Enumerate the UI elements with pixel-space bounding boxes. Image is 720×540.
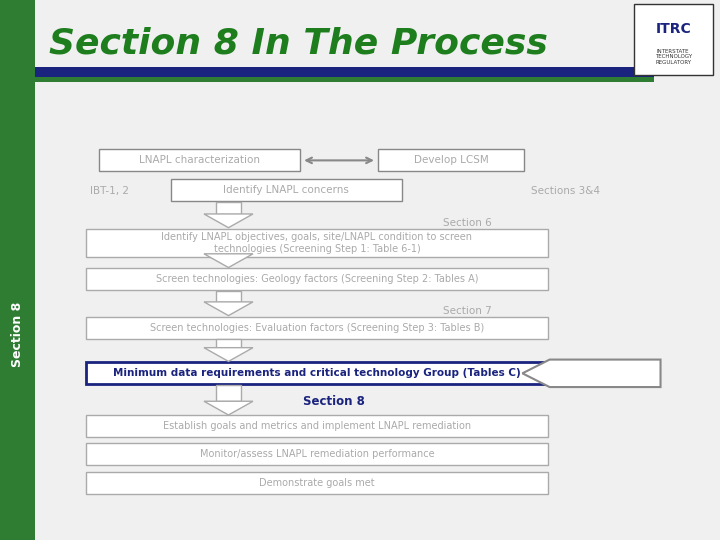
FancyBboxPatch shape <box>99 150 300 171</box>
Text: Section 7: Section 7 <box>443 306 492 316</box>
Bar <box>216 292 240 302</box>
Text: ITRC: ITRC <box>655 22 691 36</box>
Text: 28: 28 <box>6 12 22 25</box>
Text: Monitor/assess LNAPL remediation performance: Monitor/assess LNAPL remediation perform… <box>199 449 434 460</box>
Polygon shape <box>204 302 253 315</box>
Text: IBT-1, 2: IBT-1, 2 <box>90 186 130 196</box>
Text: Section 6: Section 6 <box>443 218 492 228</box>
Text: Minimum data requirements and critical technology Group (Tables C): Minimum data requirements and critical t… <box>113 368 521 379</box>
FancyBboxPatch shape <box>171 179 402 201</box>
Text: Develop LCSM: Develop LCSM <box>414 156 489 165</box>
Text: Section 8: Section 8 <box>303 395 365 408</box>
FancyBboxPatch shape <box>86 316 548 339</box>
FancyBboxPatch shape <box>86 228 548 257</box>
FancyBboxPatch shape <box>378 150 524 171</box>
Text: Section 8 In The Process: Section 8 In The Process <box>49 27 548 61</box>
Polygon shape <box>204 348 253 361</box>
Text: Screen technologies: Geology factors (Screening Step 2: Tables A): Screen technologies: Geology factors (Sc… <box>156 274 478 285</box>
Polygon shape <box>523 360 660 387</box>
Text: Demonstrate goals met: Demonstrate goals met <box>259 478 374 488</box>
Text: Sections 3&4: Sections 3&4 <box>531 186 600 196</box>
FancyBboxPatch shape <box>86 362 548 384</box>
Bar <box>35 77 654 82</box>
Bar <box>216 202 240 214</box>
Bar <box>0 0 35 540</box>
Text: Identify LNAPL objectives, goals, site/LNAPL condition to screen
technologies (S: Identify LNAPL objectives, goals, site/L… <box>161 232 472 254</box>
Text: You are here: You are here <box>560 367 649 380</box>
Bar <box>216 340 240 348</box>
Bar <box>35 67 654 77</box>
FancyBboxPatch shape <box>86 415 548 437</box>
Bar <box>216 385 240 401</box>
Polygon shape <box>204 401 253 415</box>
Text: Section 8: Section 8 <box>11 302 24 367</box>
Text: Identify LNAPL concerns: Identify LNAPL concerns <box>223 185 349 195</box>
Text: Screen technologies: Evaluation factors (Screening Step 3: Tables B): Screen technologies: Evaluation factors … <box>150 322 484 333</box>
Text: Establish goals and metrics and implement LNAPL remediation: Establish goals and metrics and implemen… <box>163 421 471 431</box>
FancyBboxPatch shape <box>86 443 548 465</box>
Text: INTERSTATE
TECHNOLOGY
REGULATORY: INTERSTATE TECHNOLOGY REGULATORY <box>654 49 692 65</box>
Bar <box>216 254 240 258</box>
Polygon shape <box>204 214 253 228</box>
Polygon shape <box>204 254 253 267</box>
Text: LNAPL characterization: LNAPL characterization <box>139 156 260 165</box>
FancyBboxPatch shape <box>86 472 548 494</box>
FancyBboxPatch shape <box>86 268 548 291</box>
Bar <box>634 4 713 75</box>
